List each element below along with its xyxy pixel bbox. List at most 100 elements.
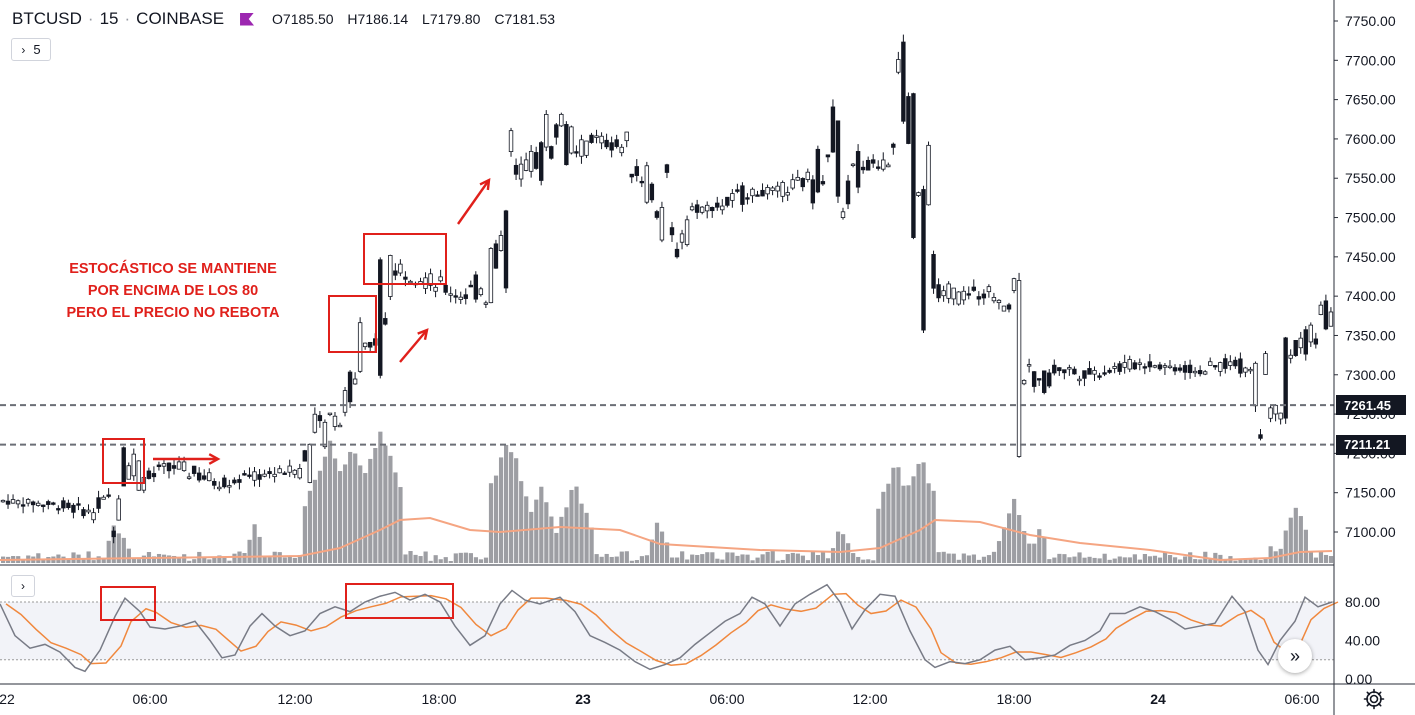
candle-body — [176, 461, 182, 470]
price-axis-label: 7100.00 — [1345, 524, 1396, 540]
volume-bar — [242, 553, 247, 563]
candle-body — [1243, 367, 1248, 373]
candle-body — [1026, 364, 1032, 367]
candle-body — [1122, 362, 1127, 368]
candle-body — [624, 131, 629, 142]
volume-bar — [1117, 556, 1122, 563]
price-candles — [0, 34, 1334, 544]
candle-body — [1127, 359, 1132, 370]
volume-bar — [121, 537, 126, 563]
volume-bar — [856, 556, 861, 563]
candle-body — [694, 204, 700, 213]
volume-bar — [609, 556, 614, 563]
candle-body — [1187, 364, 1193, 374]
volume-bar — [519, 481, 524, 563]
candle-body — [1228, 361, 1233, 366]
horizontal-lines[interactable] — [0, 404, 1334, 446]
volume-bar — [730, 552, 735, 563]
volume-bar — [795, 553, 800, 563]
symbol-header[interactable]: BTCUSD · 15 · COINBASE O7185.50 H7186.14… — [12, 8, 565, 30]
price-tag-upper: 7261.45 — [1336, 395, 1406, 416]
volume-moving-average-line — [0, 516, 1333, 562]
volume-bar — [1132, 554, 1137, 563]
annotation-marks — [100, 177, 491, 621]
candle-body — [191, 465, 197, 474]
volume-bar — [785, 554, 790, 563]
candle-body — [41, 504, 46, 507]
open-value: O7185.50 — [272, 11, 334, 27]
arrow-shaft — [399, 329, 428, 363]
volume-bar — [876, 508, 881, 563]
candle-body — [186, 476, 192, 479]
indicators-toggle-button[interactable]: › 5 — [11, 38, 51, 61]
volume-bar — [1007, 513, 1012, 563]
volume-bar — [1022, 531, 1027, 563]
candle-body — [46, 501, 51, 505]
volume-bar — [664, 542, 670, 563]
candle-body — [1117, 363, 1122, 372]
candle-body — [327, 412, 333, 416]
candle-body — [735, 189, 740, 192]
volume-bar — [800, 555, 805, 563]
annotation-text: ESTOCÁSTICO SE MANTIENE POR ENCIMA DE LO… — [48, 258, 298, 324]
candle-body — [1021, 379, 1027, 385]
volume-bar — [780, 559, 785, 563]
scroll-to-realtime-button[interactable]: » — [1278, 639, 1312, 673]
candle-body — [760, 189, 765, 197]
volume-bar — [891, 467, 896, 563]
volume-bar — [946, 553, 951, 563]
candle-body — [830, 106, 836, 153]
candle-body — [790, 179, 795, 189]
interval-label[interactable]: 15 — [99, 9, 119, 28]
volume-bar — [1198, 559, 1203, 563]
volume-bar — [458, 552, 463, 563]
volume-bar — [1162, 551, 1168, 563]
price-axis-label: 7400.00 — [1345, 288, 1396, 304]
volume-bar — [916, 463, 921, 563]
volume-bar — [468, 553, 473, 563]
candle-body — [242, 473, 247, 476]
candle-body — [931, 254, 936, 289]
volume-bar — [820, 551, 826, 563]
candle-body — [810, 179, 816, 204]
volume-bar — [182, 554, 187, 563]
candle-body — [725, 196, 730, 206]
flag-icon[interactable] — [240, 12, 255, 26]
symbol-name[interactable]: BTCUSD — [12, 9, 82, 28]
candle-body — [845, 180, 851, 205]
volume-bar — [1293, 507, 1298, 563]
oscillator-legend-toggle[interactable]: › — [11, 575, 35, 597]
candle-body — [1062, 369, 1067, 374]
candle-body — [669, 227, 675, 236]
candle-body — [1142, 366, 1148, 369]
candle-body — [1202, 371, 1208, 375]
candle-body — [780, 182, 785, 197]
time-axis-label: 24 — [1150, 691, 1166, 707]
volume-bar — [504, 444, 509, 563]
candle-body — [609, 142, 614, 151]
volume-bar — [715, 558, 720, 563]
candle-body — [644, 165, 650, 203]
volume-bar — [1218, 554, 1223, 563]
gear-icon[interactable] — [1362, 687, 1386, 711]
volume-bar — [906, 485, 911, 563]
volume-bar — [976, 559, 982, 563]
candle-body — [1097, 375, 1102, 378]
candle-body — [518, 163, 524, 180]
candle-body — [1182, 365, 1188, 373]
volume-bar — [41, 558, 46, 563]
volume-bar — [322, 456, 328, 563]
candle-body — [659, 207, 665, 241]
candle-body — [815, 148, 821, 193]
candle-body — [795, 176, 800, 181]
candle-body — [347, 371, 353, 403]
volume-bar — [383, 445, 388, 563]
arrow-head — [417, 328, 429, 341]
candle-body — [1162, 365, 1168, 368]
candle-body — [352, 378, 358, 385]
volume-bar — [287, 555, 292, 563]
candle-body — [488, 248, 494, 304]
volume-bar — [126, 548, 131, 563]
volume-bar — [312, 479, 318, 563]
